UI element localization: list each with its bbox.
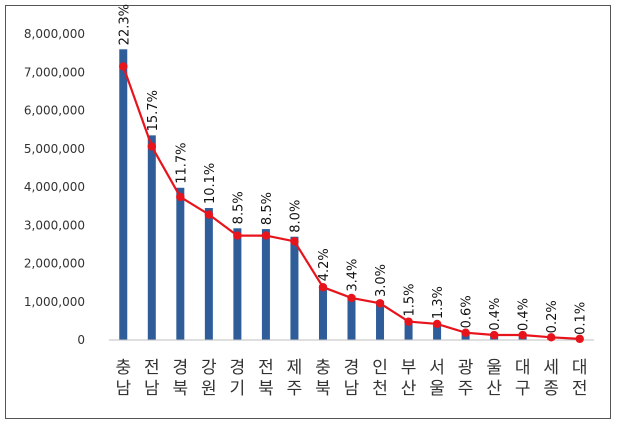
- ratio-point: [404, 317, 413, 326]
- ratio-point: [347, 293, 356, 303]
- y-tick-label: 2,000,000: [24, 257, 85, 271]
- category-label: 전: [572, 379, 588, 399]
- data-label: 1.5%: [403, 283, 418, 316]
- category-label: 북: [173, 379, 189, 399]
- category-label: 산: [401, 379, 417, 399]
- category-label: 대: [572, 358, 588, 378]
- ratio-point: [489, 330, 499, 340]
- data-label: 0.4%: [488, 298, 503, 331]
- bar: [119, 49, 128, 341]
- y-tick-label: 4,000,000: [24, 180, 85, 194]
- ratio-point: [575, 334, 584, 344]
- y-tick-label: 7,000,000: [24, 65, 85, 79]
- ratio-point: [119, 62, 128, 71]
- ratio-point: [318, 283, 328, 292]
- data-label: 22.3%: [117, 4, 132, 45]
- category-label: 종: [543, 379, 559, 399]
- data-label: 8.0%: [288, 200, 303, 233]
- category-label: 주: [287, 379, 303, 399]
- data-label: 0.1%: [574, 302, 589, 335]
- bar: [433, 323, 442, 340]
- data-label: 8.5%: [260, 192, 275, 225]
- ratio-point: [147, 142, 156, 151]
- bar: [290, 236, 299, 340]
- bar: [176, 187, 185, 340]
- category-label: 대: [515, 358, 531, 378]
- category-label: 부: [401, 358, 417, 378]
- category-label: 남: [144, 379, 160, 399]
- category-label: 세: [543, 358, 559, 378]
- category-label: 제: [287, 358, 303, 378]
- category-label: 충: [315, 358, 331, 378]
- category-label: 인: [372, 358, 388, 378]
- category-label: 북: [315, 379, 331, 399]
- category-label: 구: [515, 379, 531, 399]
- ratio-point: [375, 299, 385, 308]
- category-label: 원: [201, 379, 217, 399]
- data-label: 8.5%: [231, 191, 246, 224]
- category-label: 경: [344, 358, 360, 378]
- data-label: 0.6%: [460, 295, 475, 328]
- category-label: 광: [458, 358, 474, 378]
- data-labels: 22.3% 15.7% 11.7% 10.1% 8.5% 8.5% 8.0% 4.2% 3.4%…: [117, 4, 588, 335]
- bar: [204, 208, 213, 340]
- y-tick-label: 3,000,000: [24, 218, 85, 232]
- category-label: 산: [486, 379, 502, 399]
- ratio-point: [518, 330, 527, 340]
- category-label: 울: [486, 358, 502, 378]
- ratio-point: [290, 237, 299, 246]
- bar: [318, 285, 327, 340]
- category-label: 천: [372, 379, 388, 399]
- y-axis: 0 1,000,000 2,000,000 3,000,000 4,000,000 5,0…: [24, 27, 85, 347]
- category-label: 전: [258, 358, 274, 378]
- data-label: 11.7%: [174, 142, 189, 183]
- category-label: 강: [201, 358, 217, 378]
- chart-frame: [5, 5, 611, 419]
- category-label: 남: [344, 379, 360, 399]
- bar: [404, 320, 413, 340]
- bar: [261, 229, 270, 340]
- y-tick-label: 6,000,000: [24, 104, 85, 118]
- ratio-point: [261, 231, 271, 240]
- ratio-point: [204, 210, 214, 219]
- data-label: 0.4%: [517, 298, 532, 331]
- category-label: 경: [173, 358, 189, 378]
- bar: [147, 135, 156, 340]
- data-label: 4.2%: [317, 248, 332, 281]
- y-tick-label: 1,000,000: [24, 295, 85, 309]
- category-label: 북: [258, 379, 274, 399]
- ratio-point: [176, 192, 185, 202]
- category-label: 주: [458, 379, 474, 399]
- data-label: 3.0%: [374, 264, 389, 297]
- ratio-point: [233, 231, 242, 240]
- category-label: 충: [115, 358, 131, 378]
- category-label: 전: [144, 358, 160, 378]
- data-label: 3.4%: [346, 259, 361, 292]
- ratio-point: [461, 328, 470, 337]
- category-label: 경: [230, 358, 246, 378]
- category-label: 기: [230, 379, 246, 399]
- category-label: 울: [429, 379, 445, 399]
- bar: [376, 300, 385, 340]
- y-tick-label: 8,000,000: [24, 27, 85, 41]
- data-label: 1.3%: [431, 286, 446, 319]
- category-label: 서: [429, 358, 445, 378]
- category-label: 남: [115, 379, 131, 399]
- data-label: 0.2%: [545, 300, 560, 333]
- data-label: 10.1%: [203, 163, 218, 204]
- y-tick-label: 5,000,000: [24, 142, 85, 156]
- ratio-point: [432, 319, 442, 329]
- y-tick-label: 0: [77, 333, 85, 347]
- bar: [347, 295, 356, 340]
- ratio-line: [119, 62, 584, 344]
- bar: [233, 228, 242, 340]
- data-label: 15.7%: [146, 90, 161, 131]
- ratio-point: [547, 333, 556, 342]
